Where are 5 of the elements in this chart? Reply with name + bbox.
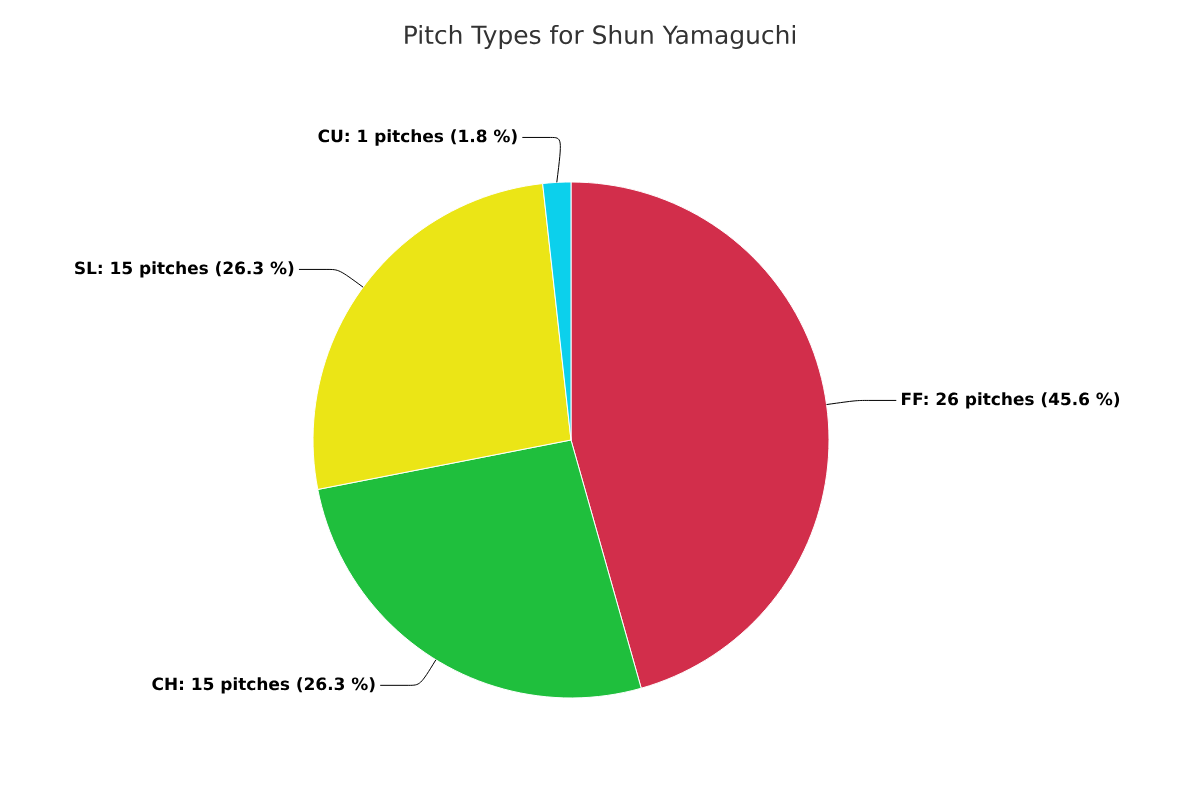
slice-label: SL: 15 pitches (26.3 %) [75,261,294,278]
slice-label: FF: 26 pitches (45.6 %) [902,392,1120,409]
slice-label: CH: 15 pitches (26.3 %) [152,677,375,694]
slice-label: CU: 1 pitches (1.8 %) [318,129,517,146]
chart-title: Pitch Types for Shun Yamaguchi [405,24,795,50]
